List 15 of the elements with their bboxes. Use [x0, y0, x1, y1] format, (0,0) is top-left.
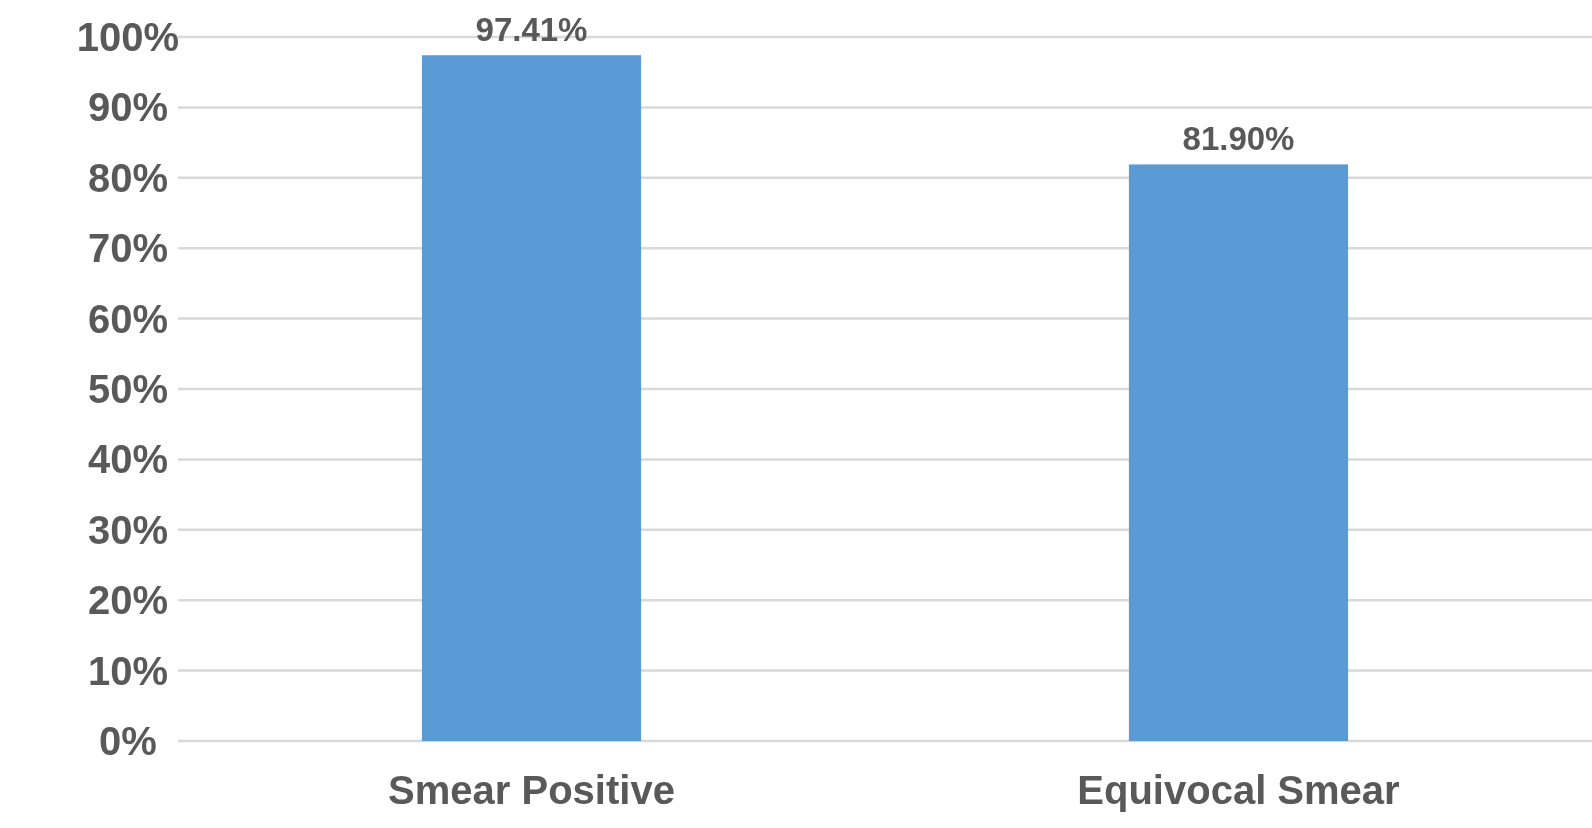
y-tick-label: 50% — [87, 367, 169, 411]
y-tick-label: 100% — [76, 15, 180, 59]
data-label: 81.90% — [1182, 120, 1295, 158]
y-tick-label: 0% — [99, 719, 157, 763]
x-tick-label: Smear Positive — [388, 768, 675, 812]
y-tick-label: 20% — [87, 578, 169, 623]
y-tick-label: 80% — [87, 155, 169, 200]
y-tick-label: 40% — [87, 437, 169, 482]
y-tick-label: 60% — [87, 296, 169, 341]
y-tick-label: 70% — [87, 226, 169, 271]
y-tick-label: 30% — [87, 507, 169, 552]
data-label: 97.41% — [475, 11, 588, 49]
y-tick-label: 90% — [87, 85, 169, 130]
x-tick-label: Equivocal Smear — [1077, 768, 1400, 812]
y-tick-label: 10% — [87, 648, 169, 693]
